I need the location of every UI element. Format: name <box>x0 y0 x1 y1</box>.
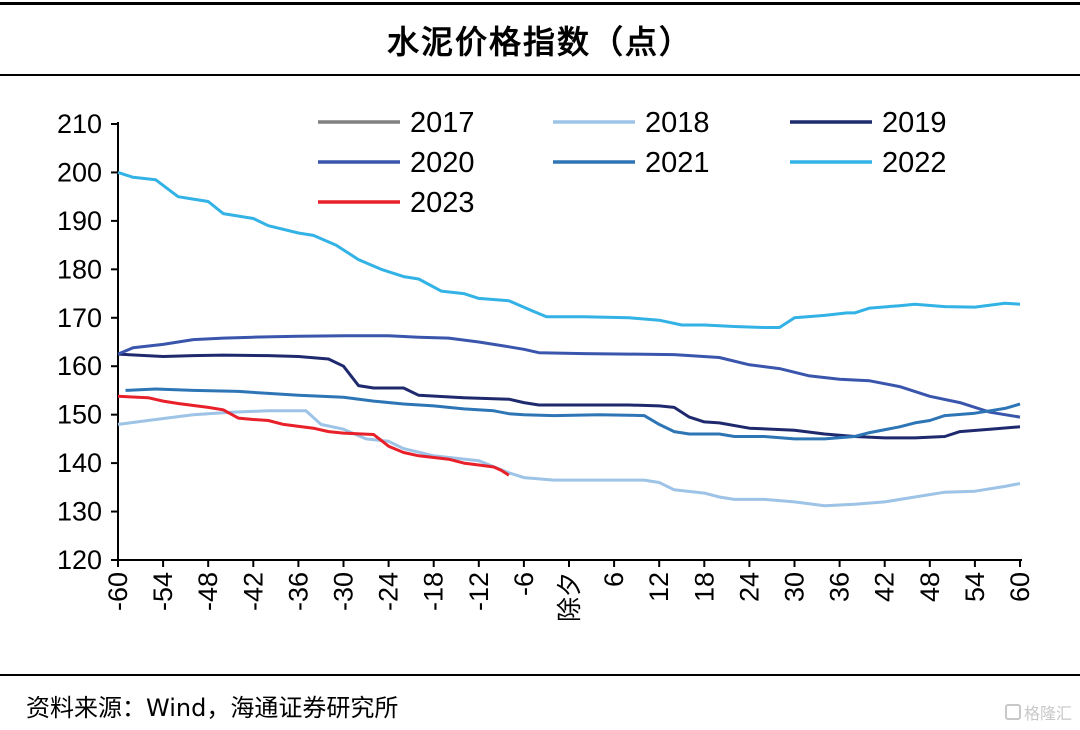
y-tick-label: 190 <box>57 206 102 236</box>
title-bar: 水泥价格指数（点） <box>0 5 1080 75</box>
x-tick-label: -24 <box>374 572 404 611</box>
series-line-2019 <box>117 352 1021 440</box>
series-line-2018 <box>117 409 1021 508</box>
series-line-2023 <box>117 394 510 477</box>
legend-label-2022: 2022 <box>882 147 947 179</box>
x-tick-label: -60 <box>103 572 133 611</box>
watermark-logo-icon <box>1004 704 1021 720</box>
x-tick-label: -6 <box>509 572 539 596</box>
x-tick-label: -54 <box>148 572 178 611</box>
x-tick-label: -18 <box>419 572 449 611</box>
x-tick-label: 6 <box>599 572 629 587</box>
x-tick-label: 48 <box>915 572 945 602</box>
legend-label-2021: 2021 <box>645 147 710 179</box>
y-tick-label: 150 <box>57 400 102 430</box>
x-tick-label: 除夕 <box>555 572 584 622</box>
x-tick-label: 54 <box>960 572 990 602</box>
x-tick-label: -42 <box>238 572 268 611</box>
y-tick-label: 180 <box>57 254 102 284</box>
watermark-text: 格隆汇 <box>1023 704 1072 723</box>
legend-label-2017: 2017 <box>410 107 475 139</box>
y-tick-label: 120 <box>57 545 102 575</box>
x-tick-label: -36 <box>283 572 313 611</box>
chart-title: 水泥价格指数（点） <box>386 23 693 61</box>
series-layer <box>117 170 1021 508</box>
legend: 2017 2018 2019 2020 2021 2022 2023 <box>318 107 947 219</box>
y-tick-label: 210 <box>57 109 102 139</box>
source-note: 资料来源：Wind，海通证券研究所 <box>26 694 399 722</box>
x-tick-label: 24 <box>734 572 764 602</box>
x-tick-label: 60 <box>1005 572 1035 602</box>
watermark: 格隆汇 <box>1004 700 1072 724</box>
legend-label-2019: 2019 <box>882 107 947 139</box>
y-tick-label: 170 <box>57 303 102 333</box>
series-line-2022 <box>117 170 1021 329</box>
legend-label-2023: 2023 <box>410 187 475 219</box>
legend-label-2020: 2020 <box>410 147 475 179</box>
y-tick-label: 160 <box>57 351 102 381</box>
y-tick-label: 130 <box>57 497 102 527</box>
x-tick-label: 30 <box>780 572 810 602</box>
series-line-2021 <box>125 387 1021 441</box>
y-tick-label: 200 <box>57 157 102 187</box>
x-tick-label: 36 <box>825 572 855 602</box>
x-tick-label: 12 <box>644 572 674 602</box>
legend-label-2018: 2018 <box>645 107 710 139</box>
top-border <box>0 2 1080 5</box>
series-line-2020 <box>117 334 1021 419</box>
y-tick-label: 140 <box>57 448 102 478</box>
title-divider <box>0 74 1080 76</box>
bottom-divider <box>0 674 1080 676</box>
x-tick-label: -48 <box>193 572 223 611</box>
x-tick-label: -30 <box>329 572 359 611</box>
x-tick-label: 42 <box>870 572 900 602</box>
x-tick-label: 18 <box>689 572 719 602</box>
x-tick-label: -12 <box>464 572 494 611</box>
